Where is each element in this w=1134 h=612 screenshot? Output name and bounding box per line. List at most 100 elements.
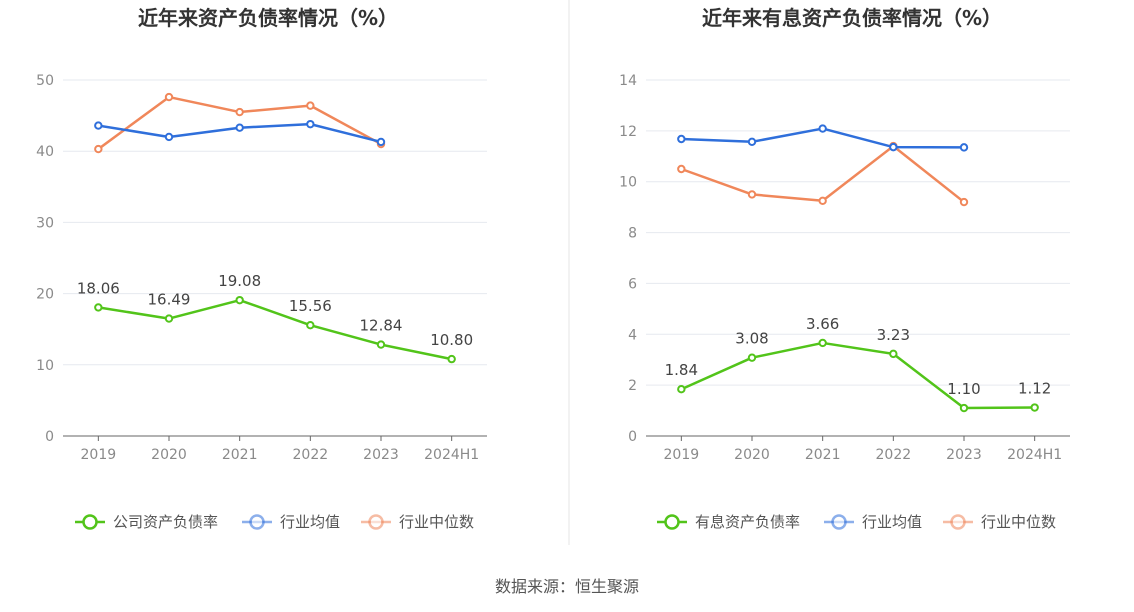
interest-bearing-debt-ratio-chart: 近年来有息资产负债率情况（%） 0 2 4 6 8 10 12 14 2019 2020 2021 20…	[619, 6, 1070, 531]
legend-marker	[664, 514, 680, 530]
x-tick-label: 2022	[293, 447, 329, 463]
y-tick-label: 50	[36, 73, 54, 89]
y-tick-label: 0	[628, 429, 637, 445]
y-tick-label: 10	[36, 358, 54, 374]
data-point	[306, 101, 315, 110]
legend-label: 行业中位数	[399, 513, 474, 531]
data-label: 1.84	[665, 361, 698, 379]
data-point	[94, 303, 103, 312]
series-line	[98, 298, 452, 361]
legend-label: 公司资产负债率	[113, 513, 218, 531]
data-point	[164, 132, 174, 142]
legend-label: 有息资产负债率	[695, 513, 800, 531]
legend-marker	[368, 514, 384, 530]
y-tick-label: 8	[628, 226, 637, 242]
legend-label: 行业均值	[862, 513, 922, 531]
x-tick-label: 2020	[151, 447, 187, 463]
data-point	[306, 119, 315, 129]
x-tick-label: 2024H1	[1007, 447, 1062, 463]
x-tick-label: 2023	[946, 447, 982, 463]
data-label: 15.56	[289, 297, 332, 315]
data-point	[747, 137, 757, 146]
y-tick-label: 4	[628, 327, 637, 343]
y-tick-label: 14	[619, 73, 637, 89]
series-line	[680, 341, 1035, 410]
data-point	[818, 124, 827, 133]
data-point	[959, 143, 969, 152]
y-tick-label: 0	[45, 429, 54, 445]
legend-marker	[831, 514, 847, 530]
data-point	[376, 340, 386, 349]
data-point	[94, 144, 103, 154]
data-point	[94, 121, 103, 130]
legend-item: 公司资产负债率	[75, 513, 218, 531]
y-tick-label: 20	[36, 287, 54, 303]
x-tick-label: 2023	[363, 447, 399, 463]
x-tick-label: 2021	[805, 447, 841, 463]
data-point	[959, 197, 969, 207]
data-point	[376, 137, 386, 147]
legend-marker	[950, 514, 966, 530]
series-2	[94, 92, 386, 154]
legend-marker	[249, 514, 265, 530]
data-point	[677, 164, 686, 174]
data-label: 10.80	[430, 331, 473, 349]
data-point	[164, 314, 174, 323]
series-line	[97, 95, 382, 151]
data-label: 1.12	[1018, 380, 1051, 398]
y-tick-label: 2	[628, 378, 637, 394]
data-point	[818, 196, 827, 205]
data-point	[235, 295, 244, 305]
legend-item: 行业均值	[242, 513, 340, 531]
data-point	[306, 321, 315, 330]
y-tick-label: 6	[628, 276, 637, 292]
data-point	[889, 349, 898, 359]
data-point	[818, 338, 827, 348]
data-point	[747, 190, 757, 199]
data-point	[235, 123, 244, 132]
data-label: 1.10	[947, 380, 980, 398]
legend-item: 行业中位数	[943, 513, 1056, 531]
data-source: 数据来源：恒生聚源	[495, 577, 639, 596]
debt-ratio-chart: 近年来资产负债率情况（%） 0 10 20 30 40 50 2019 2020 2021 2022…	[36, 6, 487, 531]
data-source-prefix: 数据来源：	[495, 577, 575, 596]
data-point	[1030, 403, 1039, 412]
x-tick-label: 2020	[734, 447, 770, 463]
series-1	[677, 124, 969, 152]
x-tick-label: 2021	[222, 447, 258, 463]
data-label: 3.08	[735, 330, 768, 348]
data-label: 12.84	[360, 317, 403, 335]
data-point	[747, 353, 757, 362]
data-label: 18.06	[77, 279, 120, 297]
legend-label: 行业均值	[280, 513, 340, 531]
data-point	[447, 354, 456, 364]
legend-marker	[82, 514, 98, 530]
series-0: 1.84 3.08 3.66 3.23 1.10 1.12	[665, 315, 1051, 413]
series-0: 18.06 16.49 19.08 15.56 12.84 10.80	[77, 272, 473, 364]
data-point	[164, 92, 174, 102]
series-2	[677, 141, 969, 207]
chart-title: 近年来有息资产负债率情况（%）	[702, 6, 1002, 30]
data-point	[235, 107, 244, 117]
series-line	[680, 144, 965, 204]
x-tick-label: 2024H1	[424, 447, 479, 463]
series-1	[94, 119, 386, 147]
y-tick-label: 30	[36, 215, 54, 231]
data-label: 19.08	[218, 272, 261, 290]
data-label: 16.49	[148, 291, 191, 309]
x-tick-label: 2019	[81, 447, 117, 463]
data-label: 3.66	[806, 315, 839, 333]
data-point	[677, 134, 686, 144]
x-tick-label: 2019	[664, 447, 700, 463]
legend-item: 行业中位数	[361, 513, 474, 531]
y-tick-label: 40	[36, 144, 54, 160]
data-point	[889, 142, 898, 152]
y-tick-label: 10	[619, 175, 637, 191]
data-point	[959, 403, 969, 413]
x-tick-label: 2022	[876, 447, 912, 463]
data-label: 3.23	[877, 326, 910, 344]
legend-item: 有息资产负债率	[657, 513, 800, 531]
data-point	[677, 385, 686, 394]
